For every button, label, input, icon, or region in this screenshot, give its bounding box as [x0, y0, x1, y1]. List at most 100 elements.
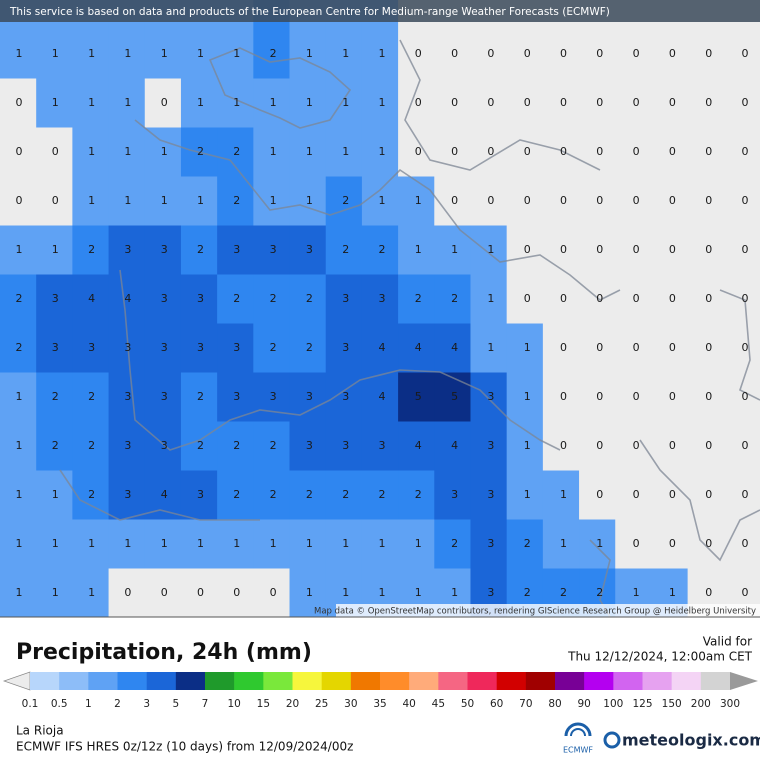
precip-cell	[615, 176, 652, 226]
grid-value: 1	[197, 194, 204, 207]
grid-value: 3	[342, 390, 349, 403]
grid-value: 2	[524, 586, 531, 599]
precip-cell	[615, 421, 652, 471]
grid-value: 1	[669, 586, 676, 599]
precip-cell	[361, 225, 399, 275]
grid-value: 1	[124, 47, 131, 60]
grid-value: 2	[233, 292, 240, 305]
grid-value: 3	[379, 292, 386, 305]
legend-swatch	[380, 672, 410, 690]
precip-cell	[108, 568, 146, 618]
grid-value: 2	[270, 341, 277, 354]
legend-label: 0.5	[51, 698, 68, 710]
grid-value: 2	[270, 292, 277, 305]
grid-value: 4	[161, 488, 168, 501]
precip-cell	[253, 274, 291, 324]
precip-cell	[0, 127, 37, 177]
precip-cell	[361, 274, 399, 324]
grid-value: 3	[233, 243, 240, 256]
grid-value: 2	[524, 537, 531, 550]
precip-cell	[217, 519, 254, 569]
precip-cell	[615, 274, 652, 324]
precip-cell	[651, 519, 689, 569]
precip-cell	[687, 225, 725, 275]
precip-cell	[687, 78, 725, 128]
precip-cell	[651, 127, 689, 177]
precip-cell	[470, 372, 508, 422]
grid-value: 2	[197, 390, 204, 403]
grid-value: 2	[270, 488, 277, 501]
grid-value: 1	[379, 145, 386, 158]
precip-cell	[506, 176, 544, 226]
title: Precipitation, 24h (mm)	[16, 640, 312, 665]
grid-value: 1	[88, 96, 95, 109]
legend-swatch	[292, 672, 322, 690]
precip-cell	[687, 421, 725, 471]
grid-value: 1	[16, 488, 23, 501]
grid-value: 3	[124, 390, 131, 403]
legend-swatch	[584, 672, 614, 690]
precip-cell	[0, 176, 37, 226]
precip-cell	[398, 176, 435, 226]
grid-value: 1	[88, 537, 95, 550]
grid-value: 1	[270, 145, 277, 158]
grid-value: 1	[451, 243, 458, 256]
precip-cell	[217, 78, 254, 128]
grid-value: 1	[16, 439, 23, 452]
precip-cell	[217, 127, 254, 177]
grid-value: 0	[742, 488, 749, 501]
precip-cell	[579, 372, 616, 422]
precip-cell	[470, 274, 508, 324]
grid-value: 1	[415, 586, 422, 599]
grid-value: 0	[669, 341, 676, 354]
grid-value: 2	[342, 488, 349, 501]
grid-value: 1	[306, 47, 313, 60]
precip-cell	[289, 176, 327, 226]
grid-value: 0	[451, 47, 458, 60]
precip-cell	[434, 323, 471, 373]
precip-cell	[144, 519, 182, 569]
grid-value: 1	[52, 488, 59, 501]
grid-value: 1	[16, 390, 23, 403]
grid-value: 0	[633, 47, 640, 60]
legend-swatch	[234, 672, 264, 690]
precip-cell	[325, 372, 363, 422]
legend-label: 40	[402, 698, 415, 710]
precip-cell	[72, 372, 110, 422]
precip-cell	[36, 225, 73, 275]
precip-cell	[72, 323, 110, 373]
grid-value: 1	[161, 194, 168, 207]
grid-value: 0	[596, 292, 603, 305]
grid-value: 0	[633, 439, 640, 452]
legend-label: 1	[85, 698, 92, 710]
precip-cell	[651, 176, 689, 226]
grid-value: 0	[596, 194, 603, 207]
precip-cell	[434, 78, 471, 128]
borders	[59, 39, 760, 618]
grid-value: 5	[415, 390, 422, 403]
grid-value: 2	[451, 537, 458, 550]
precip-cell	[723, 225, 760, 275]
grid-value: 1	[524, 341, 531, 354]
grid-value: 1	[16, 47, 23, 60]
grid-value: 1	[306, 145, 313, 158]
grid-value: 1	[197, 537, 204, 550]
grid-value: 1	[487, 292, 494, 305]
legend-swatch	[496, 672, 527, 690]
notice: This service is based on data and produc…	[9, 6, 610, 18]
precip-cell	[36, 519, 73, 569]
precip-cell	[579, 421, 616, 471]
grid-value: 2	[415, 292, 422, 305]
grid-value: 2	[88, 439, 95, 452]
grid-value: 0	[705, 145, 712, 158]
grid-value: 0	[560, 439, 567, 452]
grid-value: 2	[342, 243, 349, 256]
legend-over	[730, 672, 758, 690]
grid-value: 0	[705, 47, 712, 60]
grid-value: 4	[88, 292, 95, 305]
grid-value: 1	[415, 194, 422, 207]
grid-value: 1	[342, 145, 349, 158]
grid-value: 2	[451, 292, 458, 305]
grid-value: 1	[52, 47, 59, 60]
precip-cell	[506, 225, 544, 275]
